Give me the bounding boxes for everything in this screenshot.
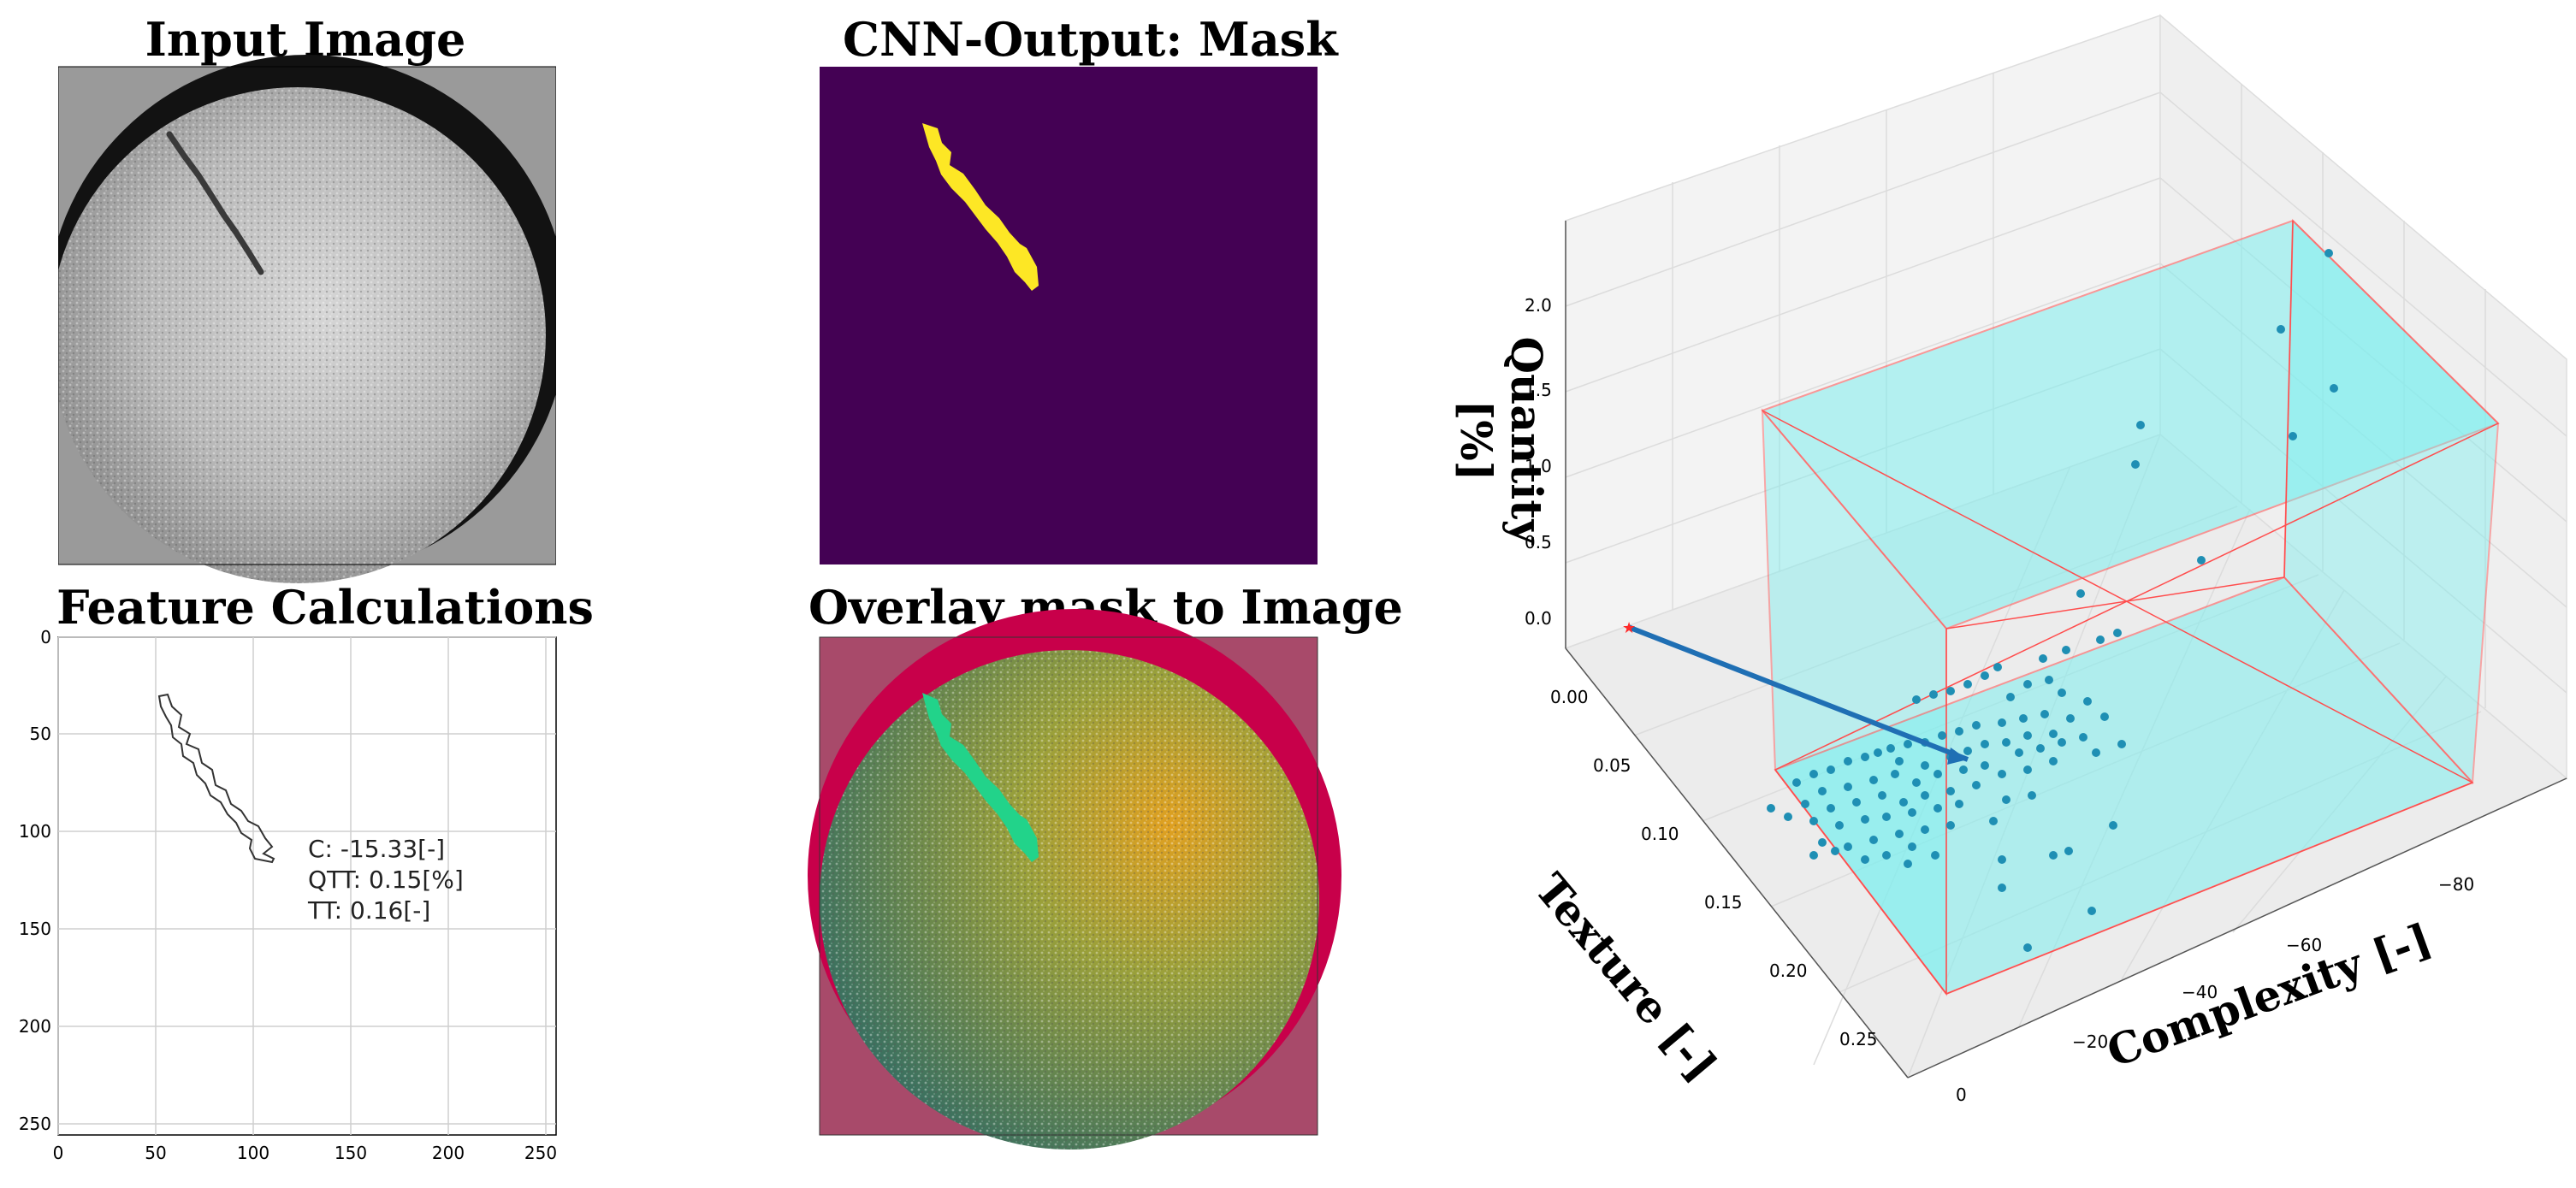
features-ytick: 50: [29, 724, 51, 744]
x-tick: −40: [2182, 982, 2218, 1002]
z-axis-label: Quantity [%]: [1451, 336, 1552, 545]
features-xtick: 0: [52, 1143, 64, 1163]
bounding-box: [1761, 218, 2500, 996]
features-ytick: 200: [18, 1016, 51, 1037]
floor-pane: [1564, 434, 2568, 1079]
feature-contour: [157, 693, 275, 864]
y-tick: 0.05: [1593, 755, 1631, 776]
x-tick: −20: [2072, 1031, 2109, 1052]
features-title: Feature Calculations: [56, 580, 594, 635]
y-tick: 0.15: [1704, 892, 1743, 913]
texture-value: TT: 0.16[-]: [308, 896, 431, 925]
x-axis-label: Complexity [-]: [2100, 913, 2438, 1078]
features-xtick: 100: [236, 1143, 270, 1163]
features-xtick: 200: [431, 1143, 465, 1163]
start-marker: ★: [1622, 619, 1636, 637]
features-ytick: 100: [18, 821, 51, 842]
input-image-title: Input Image: [145, 12, 466, 67]
back-pane-left: [1565, 14, 2161, 650]
z-tick: 1.0: [1525, 456, 1552, 476]
mask-crack-shape: [922, 123, 1039, 291]
overlay-crack-shape: [922, 693, 1039, 862]
features-ytick: 150: [18, 919, 51, 939]
z-tick: 1.5: [1525, 380, 1552, 400]
y-tick: 0.10: [1641, 824, 1679, 844]
scatter-points: [1767, 249, 2338, 952]
features-ytick: 0: [40, 627, 51, 647]
complexity-value: C: -15.33[-]: [308, 835, 446, 863]
crack-line: [166, 131, 264, 275]
z-tick: 0.0: [1525, 608, 1552, 629]
back-pane-right: [2159, 14, 2567, 780]
arrow-head: [1947, 748, 1968, 765]
mask-title: CNN-Output: Mask: [843, 12, 1338, 67]
features-xtick: 250: [524, 1143, 558, 1163]
features-xtick: 50: [145, 1143, 167, 1163]
x-tick: −60: [2286, 935, 2323, 955]
features-xtick: 150: [334, 1143, 368, 1163]
z-tick: 2.0: [1525, 295, 1552, 316]
box-left-face: [1761, 408, 1947, 996]
y-tick: 0.25: [1839, 1029, 1878, 1049]
overlay-title: Overlay mask to Image: [808, 580, 1403, 635]
query-arrow: [1626, 624, 1969, 762]
quantity-value: QTT: 0.15[%]: [308, 866, 464, 894]
x-tick: 0: [1956, 1085, 1967, 1105]
box-right-face: [2283, 218, 2500, 785]
y-tick: 0.20: [1769, 960, 1808, 981]
y-axis-label: Texture [-]: [1525, 864, 1727, 1090]
features-ytick: 250: [18, 1114, 51, 1134]
x-tick: −80: [2438, 874, 2475, 895]
box-back-face: [1761, 219, 2500, 630]
z-tick: 0.5: [1525, 532, 1552, 553]
features-grid: [57, 636, 556, 1135]
y-tick: 0.00: [1550, 687, 1589, 707]
